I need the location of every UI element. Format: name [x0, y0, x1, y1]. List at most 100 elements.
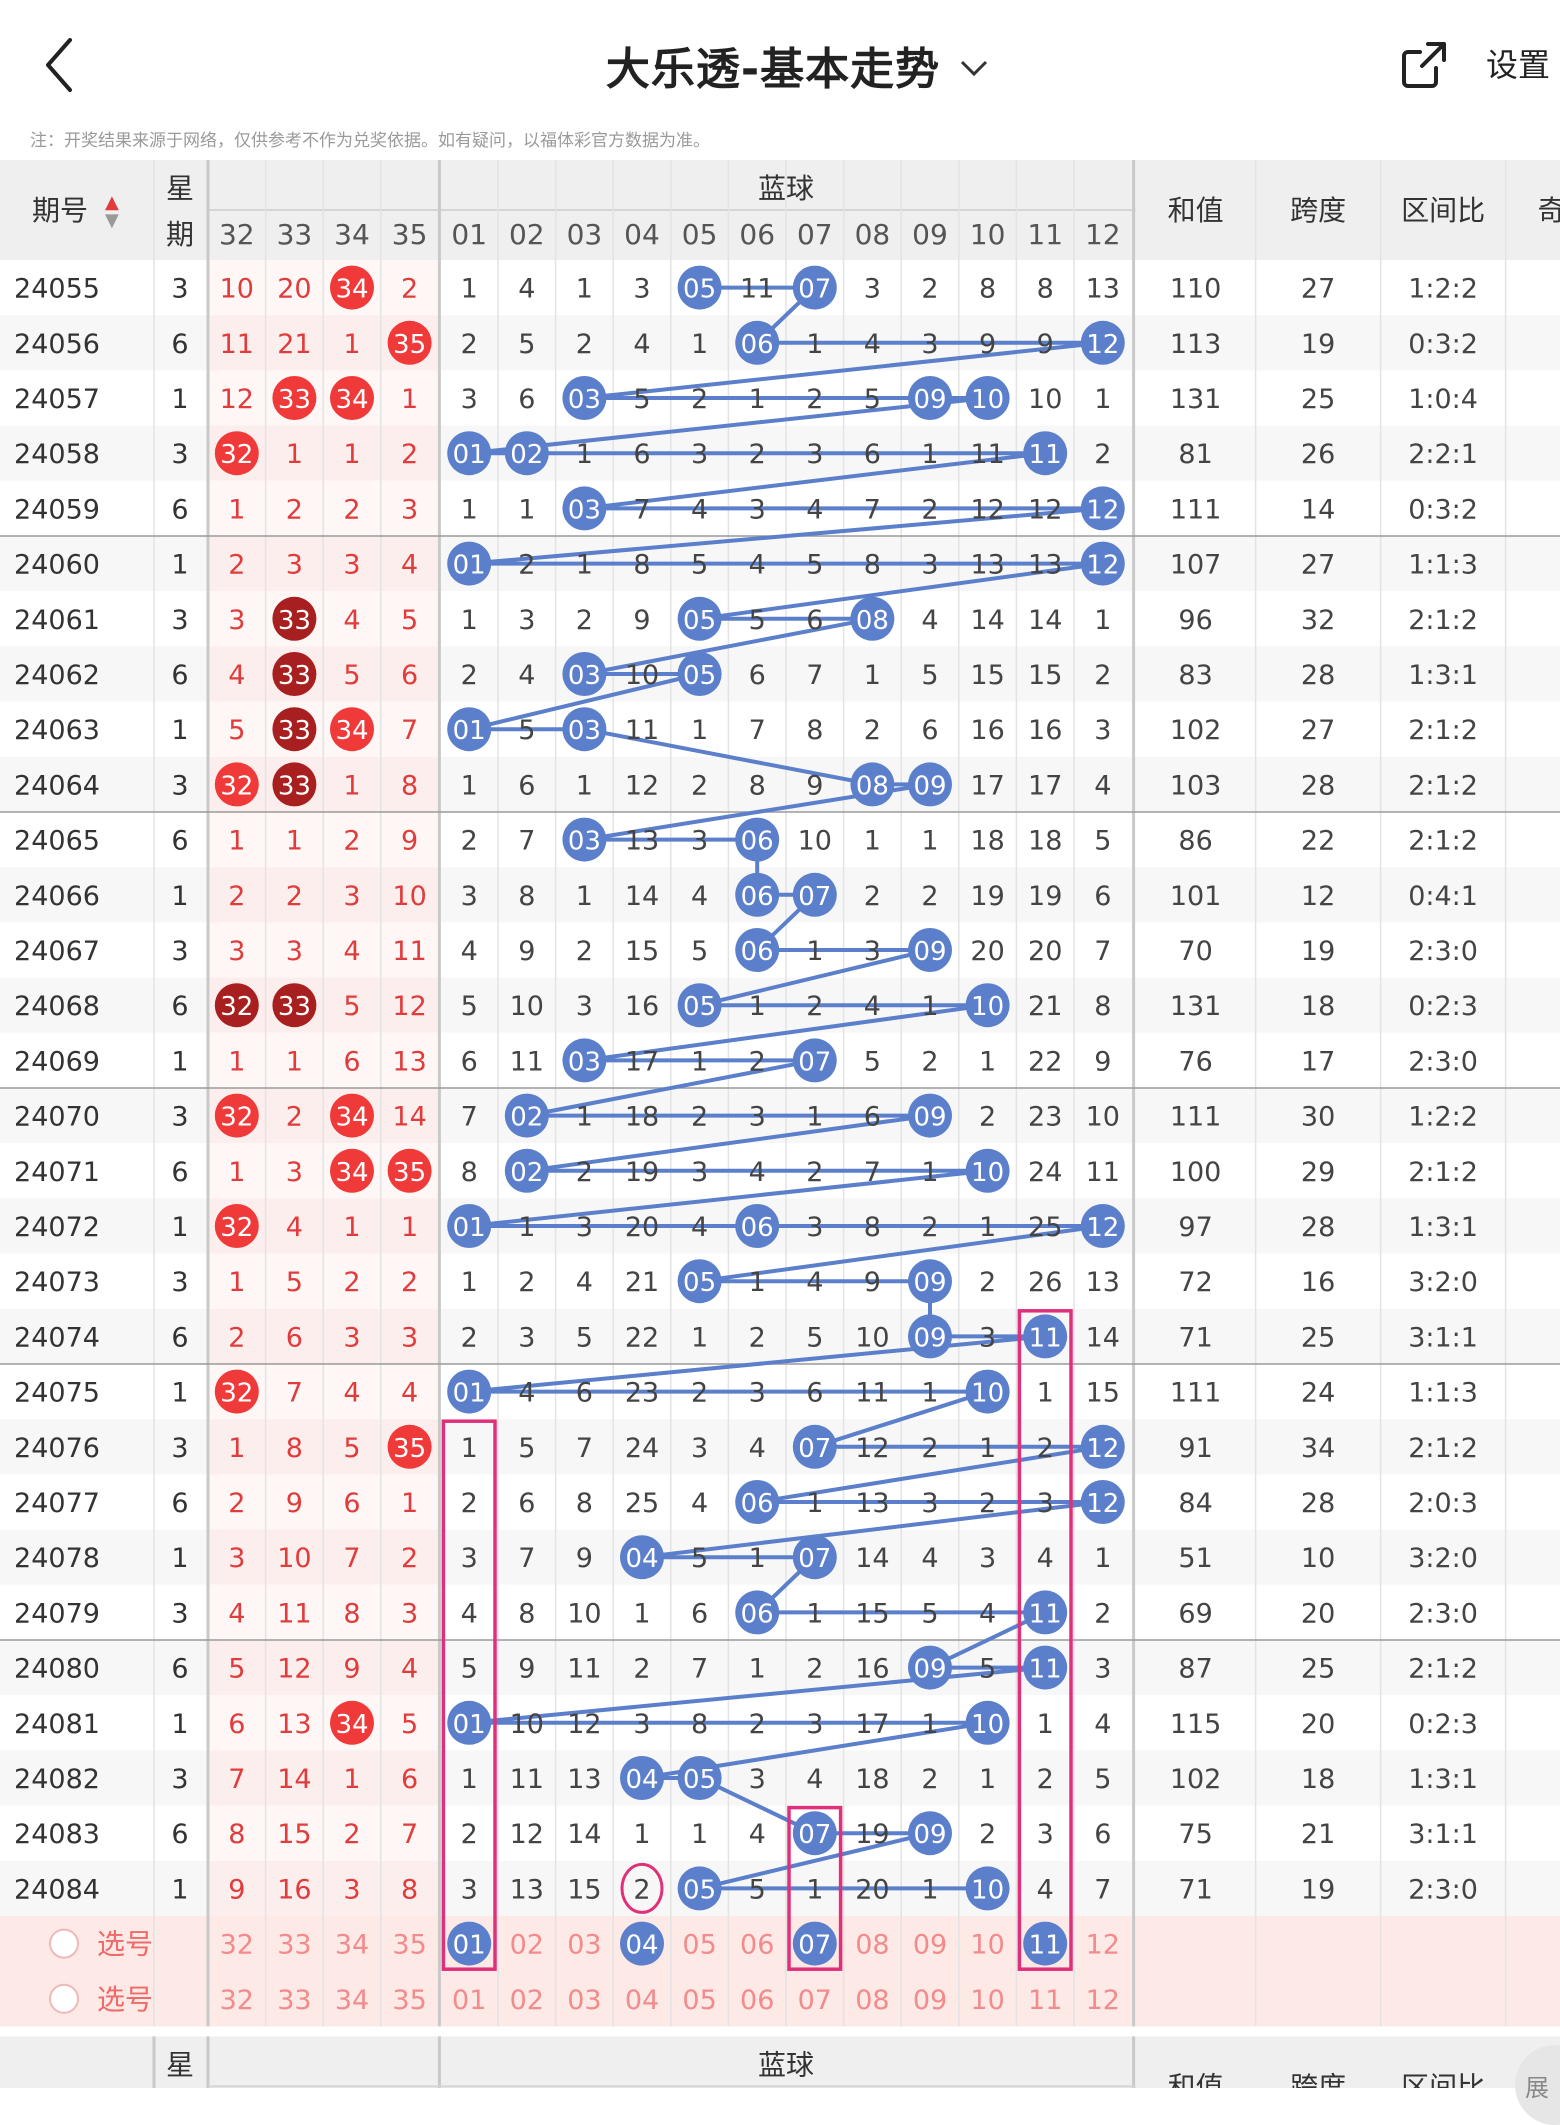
- blue-miss-count: 5: [921, 1598, 938, 1629]
- blue-ball-label: 10: [971, 385, 1004, 415]
- pick-blue-number[interactable]: 08: [855, 1985, 889, 2016]
- blue-miss-count: 1: [806, 936, 823, 967]
- front-miss-count: 3: [401, 1598, 418, 1629]
- front-miss-count: 4: [343, 1378, 360, 1409]
- stat-cell: 28: [1301, 770, 1335, 801]
- front-miss-count: 2: [343, 1819, 360, 1850]
- pick-blue-number[interactable]: 11: [1028, 1985, 1062, 2016]
- front-ball: [272, 652, 317, 696]
- back-icon[interactable]: [30, 30, 90, 100]
- pick-blue-selected-label[interactable]: 01: [453, 1931, 486, 1961]
- pick-front-number[interactable]: 35: [392, 1985, 426, 2016]
- stat-cell: 27: [1301, 274, 1335, 305]
- blue-ball-label: 03: [568, 495, 601, 525]
- blue-miss-count: 24: [1028, 1157, 1062, 1188]
- pick-blue-number[interactable]: 03: [567, 1930, 601, 1961]
- blue-miss-count: 4: [749, 550, 766, 581]
- pick-blue-number[interactable]: 05: [682, 1985, 716, 2016]
- pick-zone-bg: [0, 1916, 1560, 2027]
- stat-cell: 96: [1178, 605, 1212, 636]
- pick-blue-selected[interactable]: [792, 1921, 837, 1966]
- pick-front-number[interactable]: 33: [277, 1930, 311, 1961]
- blue-miss-count: 13: [1086, 1267, 1120, 1298]
- blue-miss-count: 15: [625, 936, 659, 967]
- sort-down-icon[interactable]: ▼: [105, 210, 119, 231]
- pick-blue-number[interactable]: 04: [625, 1985, 659, 2016]
- blue-miss-count: 1: [518, 494, 535, 525]
- pick-row-label[interactable]: 选号: [97, 1928, 153, 1961]
- page-title[interactable]: 大乐透-基本走势: [560, 30, 1040, 100]
- stat-cell: 12: [1301, 881, 1335, 912]
- pick-front-number[interactable]: 32: [220, 1985, 254, 2016]
- front-miss-count: 15: [277, 1819, 311, 1850]
- pick-blue-number[interactable]: 05: [682, 1930, 716, 1961]
- pick-blue-number[interactable]: 01: [452, 1985, 486, 2016]
- pick-front-number[interactable]: 34: [335, 1985, 369, 2016]
- stat-cell: 100: [1170, 1157, 1222, 1188]
- front-miss-count: 5: [228, 715, 245, 746]
- pick-blue-number[interactable]: 06: [740, 1930, 774, 1961]
- pick-front-number[interactable]: 35: [392, 1930, 426, 1961]
- blue-miss-count: 1: [576, 1102, 593, 1133]
- front-ball-label: 35: [393, 330, 426, 360]
- blue-miss-count: 2: [461, 1819, 478, 1850]
- highlight-ring: [620, 1862, 664, 1914]
- blue-ball: [735, 1590, 780, 1635]
- blue-ball: [735, 928, 780, 972]
- blue-col-header: 11: [1027, 218, 1063, 251]
- pick-blue-selected[interactable]: [1023, 1921, 1068, 1966]
- front-miss-count: 1: [343, 1764, 360, 1795]
- pick-blue-number[interactable]: 02: [510, 1985, 544, 2016]
- blue-miss-count: 1: [1037, 1378, 1054, 1409]
- period-header[interactable]: 期号: [32, 194, 88, 227]
- pick-blue-selected-label[interactable]: 11: [1029, 1931, 1062, 1961]
- front-miss-count: 10: [392, 881, 426, 912]
- front-ball-label: 33: [278, 606, 311, 636]
- pick-radio[interactable]: [49, 1983, 79, 2014]
- blue-miss-count: 1: [979, 1046, 996, 1077]
- blue-miss-count: 11: [740, 274, 774, 305]
- stat-cell: 111: [1170, 494, 1222, 525]
- pick-blue-number[interactable]: 08: [855, 1930, 889, 1961]
- pick-blue-number[interactable]: 02: [510, 1930, 544, 1961]
- blue-miss-count: 4: [461, 1598, 478, 1629]
- blue-miss-count: 4: [921, 605, 938, 636]
- pick-blue-number[interactable]: 03: [567, 1985, 601, 2016]
- blue-miss-count: 1: [691, 329, 708, 360]
- pick-blue-selected[interactable]: [620, 1921, 664, 1966]
- pick-front-number[interactable]: 34: [335, 1930, 369, 1961]
- column-highlight-box: [1017, 1309, 1073, 1971]
- sort-up-icon[interactable]: ▲: [105, 192, 119, 213]
- pick-row-label[interactable]: 选号: [97, 1983, 153, 2016]
- pick-blue-number[interactable]: 10: [970, 1985, 1004, 2016]
- front-miss-count: 7: [286, 1378, 303, 1409]
- share-icon[interactable]: [1398, 38, 1450, 90]
- pick-blue-number[interactable]: 12: [1086, 1930, 1120, 1961]
- pick-blue-number[interactable]: 12: [1086, 1985, 1120, 2016]
- blue-miss-count: 6: [921, 715, 938, 746]
- pick-blue-number[interactable]: 06: [740, 1985, 774, 2016]
- blue-miss-count: 3: [633, 1709, 650, 1740]
- blue-ball: [620, 1535, 664, 1580]
- blue-miss-count: 2: [461, 1322, 478, 1353]
- period-cell: 24061: [14, 605, 100, 636]
- pick-blue-selected-label[interactable]: 04: [625, 1931, 658, 1961]
- pick-front-number[interactable]: 33: [277, 1985, 311, 2016]
- blue-miss-count: 10: [567, 1598, 601, 1629]
- blue-miss-count: 3: [749, 494, 766, 525]
- stat-cell: 27: [1301, 550, 1335, 581]
- pick-front-number[interactable]: 32: [220, 1930, 254, 1961]
- settings-button[interactable]: 设置: [1486, 46, 1551, 84]
- pick-blue-number[interactable]: 09: [913, 1985, 947, 2016]
- pick-blue-selected-label[interactable]: 07: [798, 1931, 831, 1961]
- pick-blue-number[interactable]: 07: [798, 1985, 832, 2016]
- pick-blue-number[interactable]: 09: [913, 1930, 947, 1961]
- pick-radio[interactable]: [49, 1928, 79, 1959]
- pick-blue-selected[interactable]: [447, 1921, 492, 1966]
- blue-miss-count: 2: [461, 1488, 478, 1519]
- blue-ball: [735, 1480, 780, 1524]
- blue-ball: [965, 1369, 1010, 1414]
- pick-blue-number[interactable]: 10: [970, 1930, 1004, 1961]
- blue-miss-count: 5: [921, 660, 938, 691]
